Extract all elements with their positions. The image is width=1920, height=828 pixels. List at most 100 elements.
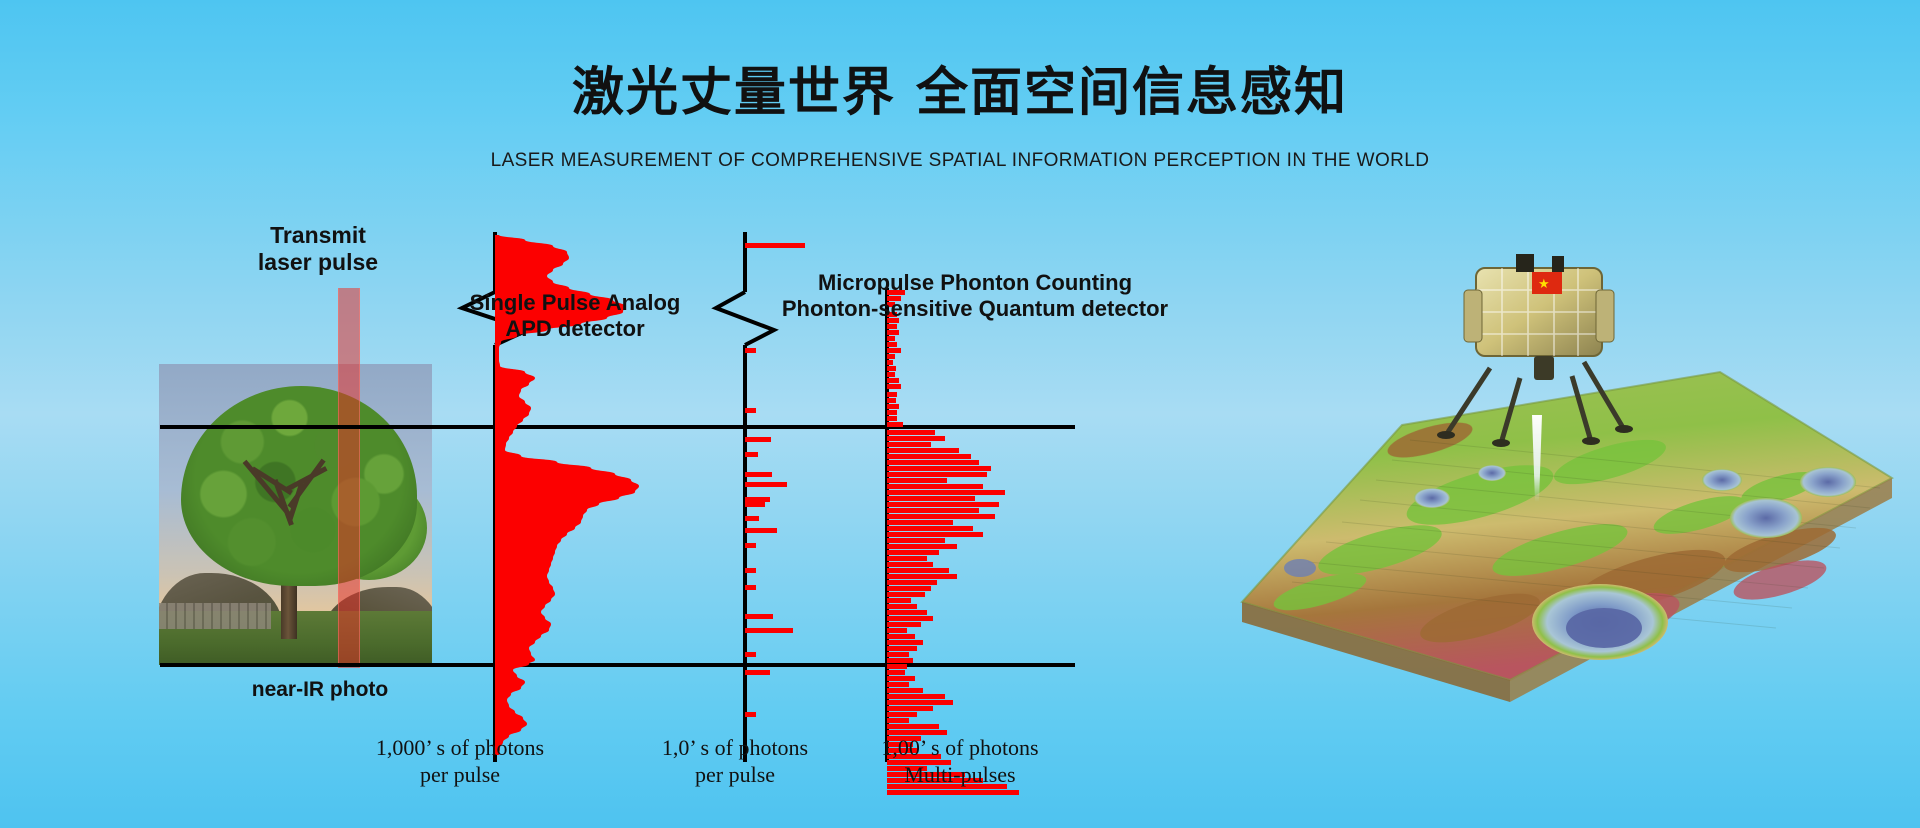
waveform-bar: [745, 528, 777, 533]
lunar-lander-terrain-scene: ★: [1180, 250, 1920, 750]
axis-label-micropulse-dense: 1,00’ s of photons Multi-pulses: [881, 735, 1039, 787]
waveform-bar: [887, 784, 1007, 789]
waveform-bar: [887, 460, 979, 465]
micropulse-sparse-bars: [745, 243, 805, 717]
waveform-bar: [887, 538, 945, 543]
waveform-bar: [887, 568, 949, 573]
crater: [1284, 559, 1316, 577]
axis-label-single-pulse: 1,000’ s of photons per pulse: [375, 735, 545, 787]
laser-beam-column: [338, 288, 360, 668]
waveform-bar: [887, 628, 907, 633]
waveform-bar: [887, 748, 917, 753]
waveform-bar: [887, 302, 895, 307]
waveform-bar: [887, 760, 951, 765]
lander-side-pod-left: [1463, 289, 1483, 343]
near-ir-photo-label: near-IR photo: [251, 678, 389, 701]
transmit-laser-pulse-label: Transmit laser pulse: [257, 222, 379, 276]
waveform-bar: [887, 496, 975, 501]
crater: [1532, 584, 1668, 660]
waveform-bar: [887, 354, 895, 359]
waveform-bar: [887, 592, 925, 597]
waveform-bar: [887, 508, 979, 513]
waveform-bar: [887, 342, 897, 347]
waveform-bar: [887, 372, 895, 377]
waveform-bar: [745, 472, 772, 477]
waveform-bar: [887, 484, 983, 489]
china-flag-stars: ★: [1538, 277, 1550, 292]
waveform-bar: [887, 622, 921, 627]
waveform-bar: [887, 490, 1005, 495]
lunar-lander: ★: [1437, 254, 1633, 447]
waveform-bar: [887, 312, 897, 317]
waveform-bar: [887, 598, 911, 603]
waveform-bar: [887, 640, 923, 645]
lander-feet: [1437, 425, 1633, 447]
waveform-bar: [887, 544, 957, 549]
waveform-bar: [745, 348, 756, 353]
waveform-bar: [887, 616, 933, 621]
waveform-bar: [887, 766, 927, 771]
waveform-bar: [887, 556, 927, 561]
page-title: 激光丈量世界 全面空间信息感知: [571, 63, 1349, 123]
waveform-bar: [887, 526, 973, 531]
waveform-bar: [887, 586, 931, 591]
apd-detector-label: Single Pulse Analog APD detector: [469, 290, 681, 341]
waveform-bar: [887, 448, 959, 453]
waveform-bar: [887, 454, 971, 459]
waveform-bar: [887, 422, 903, 427]
single-pulse-analog-waveform: [495, 235, 639, 755]
waveform-bar: [887, 378, 899, 383]
waveform-bar: [745, 568, 756, 573]
waveform-bar: [745, 585, 756, 590]
waveform-bar: [887, 290, 905, 295]
waveform-bar: [887, 466, 991, 471]
lander-thruster-cluster: [1552, 256, 1564, 272]
waveform-bar: [887, 442, 931, 447]
waveform-bar: [887, 514, 995, 519]
waveform-bar: [745, 670, 770, 675]
waveform-bar: [745, 652, 756, 657]
waveform-bar: [887, 562, 933, 567]
waveform-bar: [887, 658, 913, 663]
waveform-bar: [745, 408, 756, 413]
lander-side-pod-right: [1595, 289, 1615, 343]
waveform-bar: [887, 330, 899, 335]
waveform-bar: [887, 706, 933, 711]
crater: [1730, 498, 1802, 538]
waveform-bar: [745, 543, 756, 548]
waveform-bar: [887, 430, 935, 435]
waveform-bar: [745, 482, 787, 487]
waveform-bar: [887, 790, 1019, 795]
waveform-bar: [887, 718, 909, 723]
page-subtitle: LASER MEASUREMENT OF COMPREHENSIVE SPATI…: [490, 150, 1430, 171]
waveform-bar: [887, 324, 897, 329]
waveform-bar: [887, 778, 983, 783]
waveform-vector-layer: [160, 232, 1075, 795]
waveform-bar: [745, 712, 756, 717]
waveform-bar: [887, 700, 953, 705]
waveform-bar: [887, 318, 899, 323]
waveform-bar: [745, 452, 758, 457]
waveform-bar: [887, 398, 896, 403]
crater: [1800, 467, 1856, 497]
waveform-bar: [887, 410, 897, 415]
micropulse-dense-bars: [887, 290, 1019, 795]
waveform-bar: [887, 688, 923, 693]
waveform-bar: [887, 736, 921, 741]
waveform-bar: [887, 336, 895, 341]
waveform-bar: [887, 634, 915, 639]
waveform-bar: [887, 724, 939, 729]
lander-legs: [1445, 360, 1625, 441]
waveform-bar: [887, 646, 917, 651]
axis-micropulse-sparse: [711, 232, 779, 762]
waveform-bar: [887, 436, 945, 441]
crater: [1702, 469, 1742, 491]
elevation-surface: [1240, 370, 1895, 702]
axis-label-micropulse-sparse: 1,0’ s of photons per pulse: [661, 735, 809, 787]
waveform-bar: [887, 670, 905, 675]
waveform-bar: [887, 580, 937, 585]
waveform-bar: [887, 550, 939, 555]
terrain-svg: ★: [1240, 254, 1895, 702]
photo-stone-wall: [159, 603, 271, 629]
waveform-bar: [887, 502, 999, 507]
